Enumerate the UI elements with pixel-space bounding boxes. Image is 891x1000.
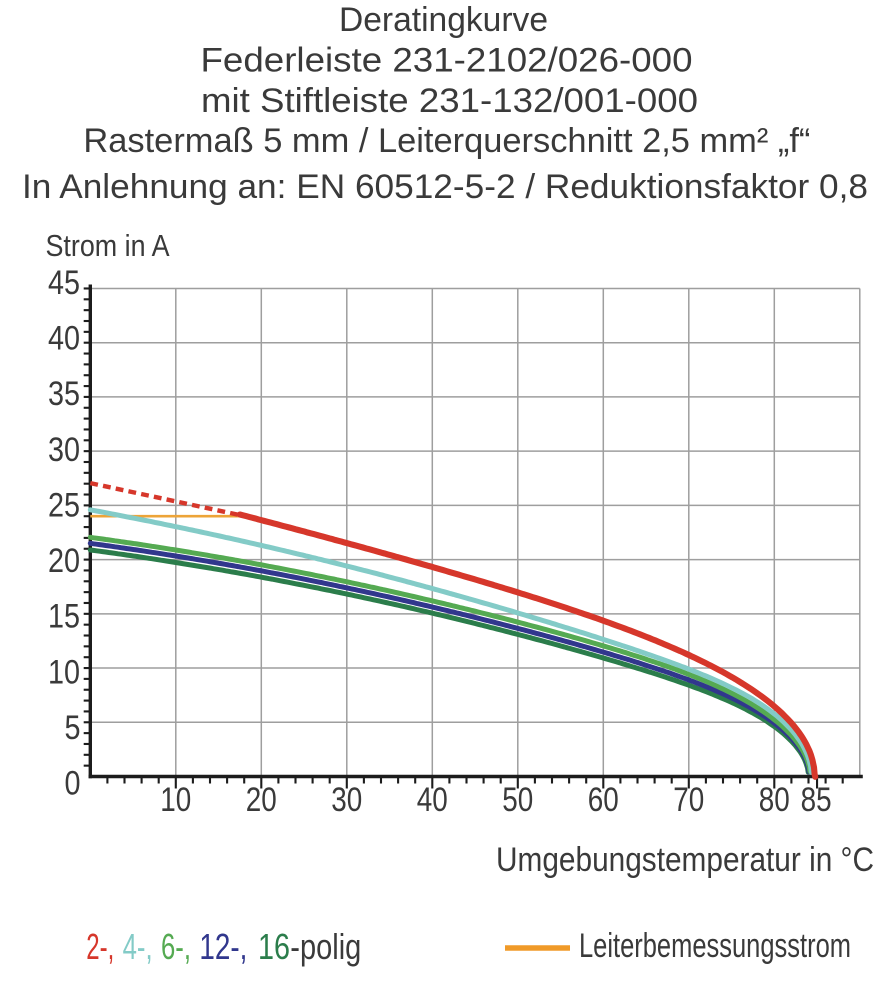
svg-text:Rastermaß 5 mm / Leiterquersch: Rastermaß 5 mm / Leiterquerschnitt 2,5 m… bbox=[83, 122, 810, 160]
svg-text:80: 80 bbox=[759, 781, 790, 819]
svg-text:5: 5 bbox=[65, 709, 81, 747]
svg-text:Leiterbemessungsstrom: Leiterbemessungsstrom bbox=[579, 927, 851, 965]
svg-text:6-,: 6-, bbox=[161, 926, 191, 967]
svg-text:In Anlehnung an: EN 60512-5-2: In Anlehnung an: EN 60512-5-2 / Reduktio… bbox=[22, 168, 868, 206]
svg-text:12-,: 12-, bbox=[199, 926, 247, 967]
svg-text:Umgebungstemperatur in °C: Umgebungstemperatur in °C bbox=[496, 841, 874, 879]
svg-text:Deratingkurve: Deratingkurve bbox=[339, 1, 548, 39]
svg-text:-polig: -polig bbox=[290, 926, 361, 967]
svg-text:15: 15 bbox=[48, 598, 80, 636]
svg-text:40: 40 bbox=[417, 781, 448, 819]
svg-text:4-,: 4-, bbox=[123, 926, 153, 967]
svg-text:20: 20 bbox=[48, 542, 80, 580]
svg-text:16: 16 bbox=[258, 926, 290, 967]
svg-text:35: 35 bbox=[48, 375, 80, 413]
svg-text:25: 25 bbox=[48, 487, 80, 525]
svg-text:Federleiste 231-2102/026-000: Federleiste 231-2102/026-000 bbox=[201, 42, 693, 80]
svg-text:2-,: 2-, bbox=[86, 926, 114, 967]
svg-text:10: 10 bbox=[160, 781, 191, 819]
svg-text:40: 40 bbox=[48, 320, 80, 358]
svg-text:45: 45 bbox=[48, 264, 80, 302]
svg-text:mit Stiftleiste 231-132/001-00: mit Stiftleiste 231-132/001-000 bbox=[201, 82, 698, 120]
svg-text:70: 70 bbox=[673, 781, 704, 819]
svg-text:10: 10 bbox=[48, 653, 80, 691]
svg-text:0: 0 bbox=[65, 765, 81, 803]
svg-text:50: 50 bbox=[502, 781, 533, 819]
svg-text:60: 60 bbox=[588, 781, 619, 819]
svg-text:85: 85 bbox=[801, 781, 832, 819]
svg-text:20: 20 bbox=[246, 781, 277, 819]
svg-text:Strom in A: Strom in A bbox=[46, 228, 170, 263]
svg-text:30: 30 bbox=[48, 431, 80, 469]
svg-text:30: 30 bbox=[331, 781, 362, 819]
